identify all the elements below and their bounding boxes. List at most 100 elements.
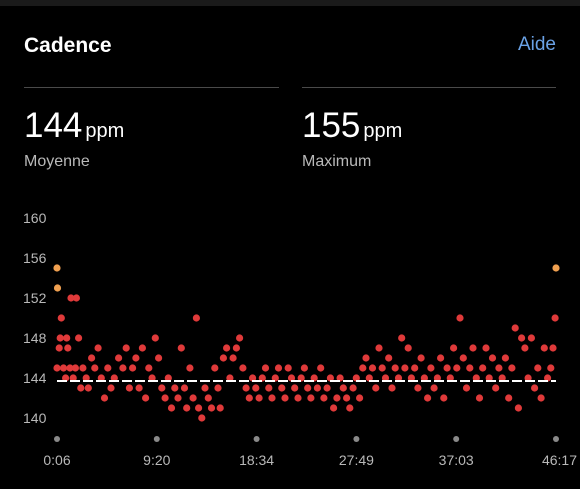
data-point: [115, 354, 123, 362]
data-point: [394, 374, 403, 382]
data-point: [158, 384, 166, 392]
data-point: [287, 374, 296, 382]
data-point: [180, 384, 189, 392]
maximum-value: 155: [302, 106, 361, 145]
data-point: [385, 354, 393, 362]
data-point: [313, 384, 321, 392]
data-point: [304, 384, 312, 392]
data-point: [63, 334, 71, 342]
x-tick-label: 0:06: [43, 452, 70, 468]
data-point: [239, 364, 247, 372]
data-point: [469, 344, 477, 352]
data-point: [511, 324, 519, 332]
data-point: [82, 374, 90, 382]
data-point: [138, 344, 146, 352]
data-point: [430, 384, 438, 392]
data-point: [64, 344, 72, 352]
data-point: [297, 374, 305, 382]
data-point: [232, 344, 240, 352]
data-point: [271, 374, 279, 382]
data-point: [443, 364, 451, 372]
data-point: [88, 354, 96, 362]
data-point: [307, 394, 315, 402]
x-tick-dot: [153, 436, 160, 442]
data-point: [534, 364, 542, 372]
x-tick-dot: [553, 436, 559, 442]
data-point: [540, 344, 548, 352]
data-point: [125, 384, 133, 392]
data-point: [186, 364, 194, 372]
card-header: Cadence Aide: [24, 34, 556, 64]
x-tick-label: 27:49: [339, 452, 374, 468]
data-point: [330, 404, 338, 412]
data-point: [498, 374, 506, 382]
average-label: Moyenne: [24, 153, 90, 170]
data-point: [372, 384, 380, 392]
data-point: [326, 374, 334, 382]
average-value: 144: [24, 106, 83, 145]
data-point: [401, 364, 409, 372]
data-point: [414, 384, 422, 392]
data-point: [71, 364, 79, 372]
data-point: [547, 364, 555, 372]
data-point: [183, 404, 191, 412]
data-point: [356, 394, 364, 402]
data-point: [236, 334, 244, 342]
data-point: [214, 384, 222, 392]
data-point: [216, 404, 224, 412]
data-point: [207, 404, 216, 412]
x-tick-label: 9:20: [143, 452, 170, 468]
data-point: [433, 374, 441, 382]
data-point: [84, 384, 92, 392]
data-point: [53, 364, 61, 372]
data-point: [100, 394, 109, 402]
divider-right: [302, 87, 556, 88]
data-point: [527, 334, 536, 342]
data-point: [94, 344, 102, 352]
data-point: [122, 344, 130, 352]
data-point: [79, 364, 87, 372]
data-point: [261, 364, 270, 372]
data-point: [177, 344, 185, 352]
data-point: [56, 334, 64, 342]
data-point: [281, 394, 289, 402]
data-point: [77, 384, 85, 392]
data-point: [171, 384, 179, 392]
data-point: [104, 364, 112, 372]
data-point: [161, 394, 169, 402]
data-point: [544, 374, 552, 382]
data-point: [378, 364, 386, 372]
data-point: [195, 404, 203, 412]
data-point: [255, 394, 263, 402]
data-point: [475, 394, 484, 402]
data-point: [323, 384, 331, 392]
maximum-unit: ppm: [363, 120, 403, 142]
average-unit: ppm: [85, 120, 125, 142]
data-point: [437, 354, 445, 362]
data-point: [446, 374, 454, 382]
data-point: [97, 374, 105, 382]
data-point: [368, 364, 377, 372]
data-point: [223, 344, 231, 352]
data-point: [242, 384, 250, 392]
help-link[interactable]: Aide: [517, 34, 556, 55]
data-point: [398, 334, 406, 342]
data-point: [300, 364, 308, 372]
x-tick-dot: [253, 436, 260, 442]
data-point: [62, 374, 70, 382]
data-point: [359, 364, 367, 372]
data-point: [492, 384, 500, 392]
status-bar: [0, 0, 580, 6]
data-point: [482, 344, 490, 352]
max-data-point: [53, 264, 61, 272]
data-point: [505, 394, 513, 402]
data-point: [55, 344, 63, 352]
data-point: [317, 364, 325, 372]
data-point: [229, 354, 237, 362]
data-point: [472, 374, 480, 382]
data-point: [362, 354, 370, 362]
x-tick-label: 18:34: [239, 452, 274, 468]
data-point: [501, 354, 509, 362]
data-point: [284, 364, 292, 372]
data-point: [67, 294, 75, 302]
